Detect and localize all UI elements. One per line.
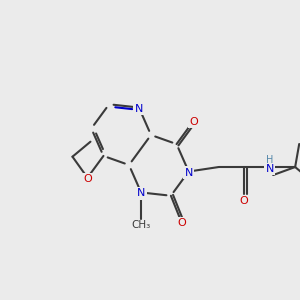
Text: H: H [266,155,273,165]
Text: O: O [240,196,248,206]
Text: CH₃: CH₃ [131,220,151,230]
Text: N: N [184,167,193,178]
Text: O: O [189,117,198,127]
Text: N: N [137,188,145,199]
Text: O: O [83,174,92,184]
Text: N: N [266,164,274,174]
Text: O: O [177,218,186,228]
Text: N: N [135,103,143,113]
